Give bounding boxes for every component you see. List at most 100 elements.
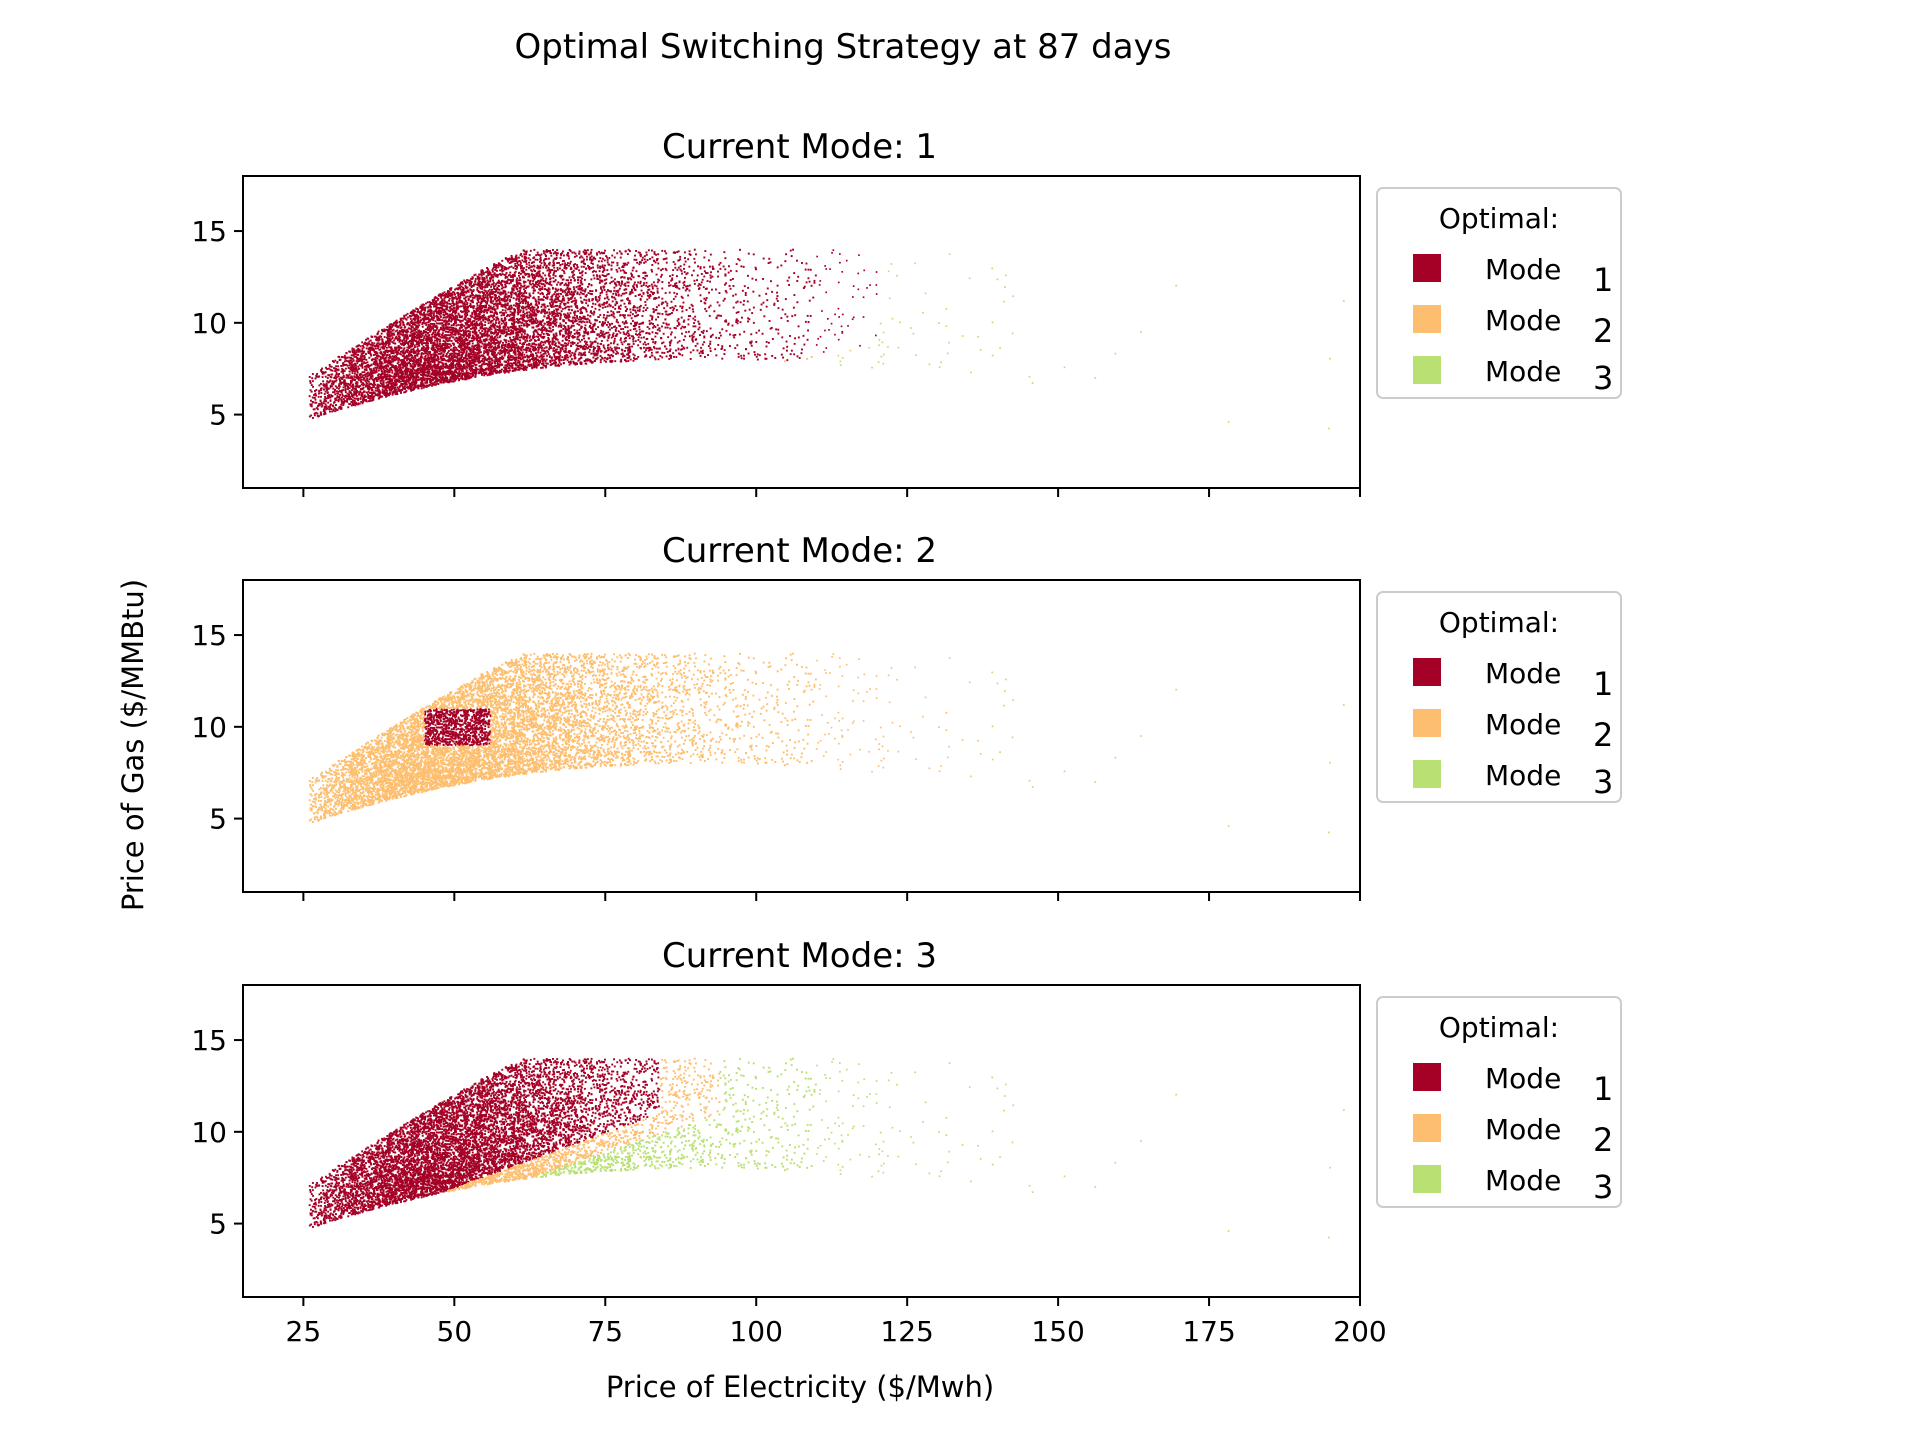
data-point — [643, 258, 646, 261]
data-point — [411, 326, 414, 329]
data-point — [687, 315, 690, 318]
data-point — [612, 280, 615, 283]
data-point — [361, 371, 364, 374]
data-point — [366, 375, 369, 378]
data-point — [441, 363, 444, 365]
data-point — [432, 364, 435, 367]
data-point — [542, 279, 545, 282]
data-point — [349, 367, 352, 370]
data-point — [553, 264, 556, 267]
data-point — [656, 324, 659, 327]
data-point — [689, 351, 692, 354]
data-point — [517, 368, 520, 371]
data-point — [768, 257, 771, 260]
data-point — [569, 355, 572, 358]
data-point — [372, 363, 375, 365]
data-point — [540, 253, 543, 256]
data-point — [382, 346, 385, 348]
data-point — [743, 299, 746, 302]
data-point — [517, 345, 520, 348]
data-point — [458, 375, 461, 378]
data-point — [481, 280, 484, 283]
data-point — [340, 403, 343, 406]
data-point — [365, 338, 368, 341]
data-point — [428, 334, 431, 337]
data-point — [532, 268, 535, 271]
data-point — [797, 325, 800, 328]
data-point — [605, 290, 608, 293]
data-point — [794, 314, 797, 317]
data-point — [318, 375, 321, 378]
data-point — [364, 343, 367, 346]
data-point — [753, 351, 756, 354]
data-point — [621, 343, 624, 346]
data-point — [370, 399, 373, 402]
data-point — [465, 282, 467, 285]
data-point — [542, 352, 545, 355]
data-point — [354, 362, 357, 365]
data-point — [620, 294, 623, 297]
data-point — [613, 296, 616, 299]
data-point — [450, 340, 453, 342]
data-point — [385, 395, 388, 397]
data-point — [584, 295, 587, 298]
data-point — [496, 307, 499, 310]
data-point — [582, 335, 585, 338]
data-point — [676, 275, 678, 278]
data-point — [543, 258, 546, 261]
data-point — [613, 286, 616, 289]
data-point — [454, 312, 457, 315]
data-point — [402, 334, 405, 336]
data-point — [497, 264, 500, 267]
data-point — [616, 262, 619, 264]
data-point — [486, 335, 489, 338]
data-point — [504, 316, 506, 319]
data-point — [437, 322, 440, 325]
data-point — [380, 335, 383, 338]
data-point — [424, 328, 427, 331]
data-point — [591, 326, 594, 329]
data-point — [591, 259, 594, 261]
data-point — [525, 305, 528, 308]
data-point — [382, 351, 385, 354]
data-point — [622, 331, 625, 334]
data-point — [639, 333, 642, 336]
data-point — [627, 278, 630, 281]
data-point — [522, 307, 525, 310]
data-point — [459, 288, 462, 291]
data-point — [807, 321, 810, 324]
data-point — [490, 363, 493, 366]
data-point — [563, 324, 566, 327]
data-point — [342, 386, 345, 389]
data-point — [592, 352, 595, 355]
data-point — [525, 268, 528, 271]
data-point — [610, 268, 613, 271]
data-point — [669, 327, 672, 330]
data-point — [655, 318, 658, 321]
data-point — [496, 366, 499, 369]
data-point — [481, 342, 484, 345]
data-point — [554, 251, 557, 253]
data-point — [528, 304, 531, 307]
data-point — [373, 358, 376, 361]
data-point — [667, 336, 670, 339]
data-point — [424, 306, 427, 309]
data-point — [613, 337, 616, 340]
data-point — [503, 296, 506, 299]
data-point — [359, 390, 362, 393]
data-point — [487, 322, 490, 325]
data-point — [351, 349, 354, 352]
data-point — [627, 261, 630, 264]
data-point — [457, 295, 460, 298]
data-point — [538, 344, 540, 347]
data-point — [440, 336, 443, 339]
data-point — [588, 283, 591, 285]
data-point — [485, 372, 488, 375]
data-point — [678, 340, 681, 343]
data-point — [538, 328, 541, 331]
data-point — [543, 315, 546, 318]
data-point — [735, 311, 738, 314]
data-point — [541, 320, 544, 323]
data-point — [439, 335, 442, 338]
data-point — [517, 353, 520, 356]
